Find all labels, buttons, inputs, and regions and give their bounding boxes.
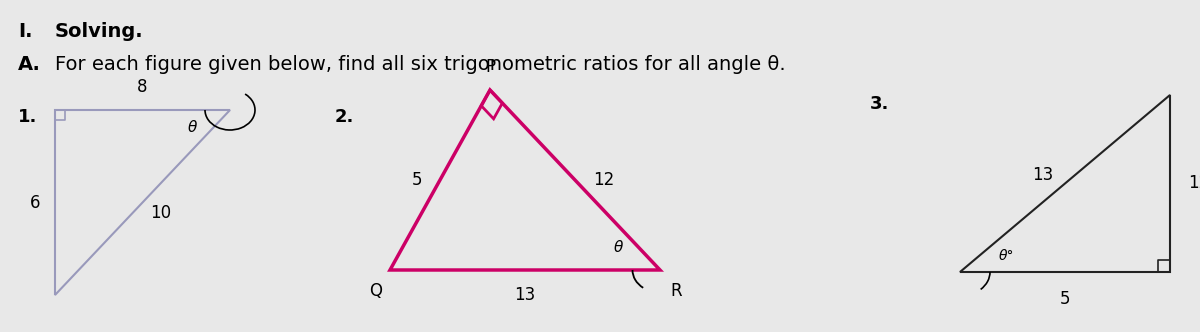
Text: θ: θ: [187, 121, 197, 135]
Text: 1.: 1.: [18, 108, 37, 126]
Text: A.: A.: [18, 55, 41, 74]
Text: 13: 13: [1032, 167, 1054, 185]
Text: 2.: 2.: [335, 108, 354, 126]
Text: 5: 5: [1060, 290, 1070, 308]
Text: 12: 12: [1188, 175, 1200, 193]
Text: Solving.: Solving.: [55, 22, 144, 41]
Text: 6: 6: [30, 194, 40, 211]
Text: 12: 12: [593, 171, 614, 189]
Text: θ: θ: [613, 240, 623, 256]
Text: 10: 10: [150, 204, 172, 221]
Text: For each figure given below, find all six trigonometric ratios for all angle θ.: For each figure given below, find all si…: [55, 55, 786, 74]
Text: θ°: θ°: [998, 249, 1014, 263]
Text: 8: 8: [137, 78, 148, 96]
Text: R: R: [670, 282, 682, 300]
Text: 5: 5: [412, 171, 422, 189]
Text: P: P: [485, 58, 496, 76]
Text: Q: Q: [370, 282, 382, 300]
Text: 13: 13: [515, 286, 535, 304]
Text: 3.: 3.: [870, 95, 889, 113]
Text: I.: I.: [18, 22, 32, 41]
